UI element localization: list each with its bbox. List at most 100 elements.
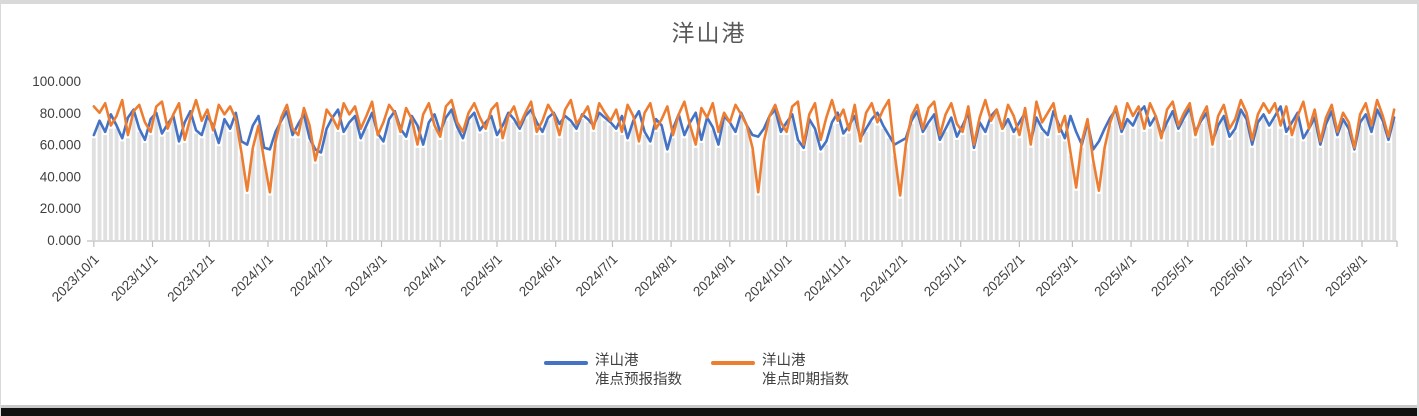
background-bar [307,141,312,240]
x-tick-label: 2024/1/1 [228,252,276,300]
background-bar [1301,141,1306,240]
background-bar [137,131,142,240]
background-bar [1221,119,1226,240]
x-tick-label: 2025/8/1 [1322,252,1370,300]
background-bar [750,150,755,240]
background-bar [1091,163,1096,240]
background-bar [1131,128,1135,240]
x-tick-label: 2023/10/1 [49,252,102,305]
background-bar [1114,112,1118,240]
background-bar [250,150,255,240]
background-bar [1148,128,1152,240]
legend: 洋山港 准点预报指数 洋山港 准点即期指数 [1,352,1417,402]
background-bar [1102,150,1107,240]
background-bar [671,138,675,240]
background-bar [1062,141,1067,240]
background-bar [91,138,96,240]
background-bar [801,150,806,240]
x-tick-label: 2024/9/1 [690,252,738,300]
spot-index-line [92,98,1396,197]
background-bar [648,144,653,240]
background-bar [199,138,204,240]
background-bar [688,128,692,240]
background-bar [966,115,971,240]
background-bar [1085,125,1090,240]
background-bar [1028,147,1033,240]
background-bar [807,122,812,240]
background-bar [824,144,829,240]
background-bar [245,193,250,240]
background-bar [1210,147,1215,240]
background-bar [512,122,516,240]
background-bar [1329,114,1334,240]
background-bar [222,122,227,240]
background-bar [319,155,323,240]
background-bar [160,136,164,240]
background-bar [830,125,834,240]
background-bar [131,114,136,240]
background-bar [637,144,641,240]
y-tick-label: 20.000 [40,201,81,216]
background-bar [267,195,272,240]
x-tick-label: 2025/2/1 [980,252,1028,300]
background-bar [1295,119,1300,240]
background-bar [1341,122,1345,240]
background-bar [262,163,267,240]
x-tick-label: 2025/5/1 [1148,252,1196,300]
background-bar [1284,135,1289,240]
background-bar [858,144,863,240]
background-bar [506,119,511,240]
x-tick-label: 2024/5/1 [457,252,505,300]
background-bar [284,114,289,240]
background-bar [972,150,976,240]
background-bar [302,117,306,240]
background-bar [852,119,857,240]
legend-line-swatch-blue [544,361,588,365]
background-bar [881,128,886,240]
background-bar [1233,131,1238,240]
chart-title: 洋山港 [671,20,747,46]
background-bar [1040,131,1045,240]
background-bar [778,135,783,240]
background-bar [1034,120,1039,240]
y-tick-label: 100.000 [32,74,81,89]
background-bar [125,138,130,240]
background-bar [483,131,488,240]
background-bar [534,135,539,240]
background-bar [1380,123,1385,240]
background-bar [886,138,891,240]
background-bar [585,122,590,240]
background-bar [727,125,732,240]
y-tick-label: 40.000 [40,169,81,184]
chart-plot-svg[interactable]: 2023/10/1 2023/11/1 2023/12/1 2024/1/1 2024/… [1,4,1419,416]
background-bar [1153,119,1158,240]
background-bar [1159,141,1164,240]
x-tick-label: 2023/11/1 [108,252,160,304]
background-bar [1199,123,1204,240]
x-tick-label: 2024/4/1 [401,252,449,300]
background-bar [1255,125,1260,240]
background-bar [1375,112,1380,240]
background-bar [205,119,210,240]
background-bar [546,120,551,240]
x-tick-label: 2025/7/1 [1264,252,1312,300]
background-bar [767,119,772,240]
background-bar [614,131,619,240]
background-bar [1227,139,1232,240]
background-bar [813,131,817,240]
background-bar [619,135,624,240]
background-bar [796,143,800,240]
background-bar [466,122,471,240]
background-bar [710,130,715,240]
background-bar [1307,131,1311,240]
legend-item-spot-index[interactable]: 洋山港 准点即期指数 [711,352,849,390]
background-bar [926,125,931,240]
legend-item-forecast-index[interactable]: 洋山港 准点预报指数 [544,352,682,390]
background-bar [773,112,778,240]
background-bar [892,155,897,240]
background-bar [909,123,914,240]
x-tick-label: 2024/12/1 [857,252,910,305]
background-bar [114,128,119,240]
background-bar [574,131,579,240]
